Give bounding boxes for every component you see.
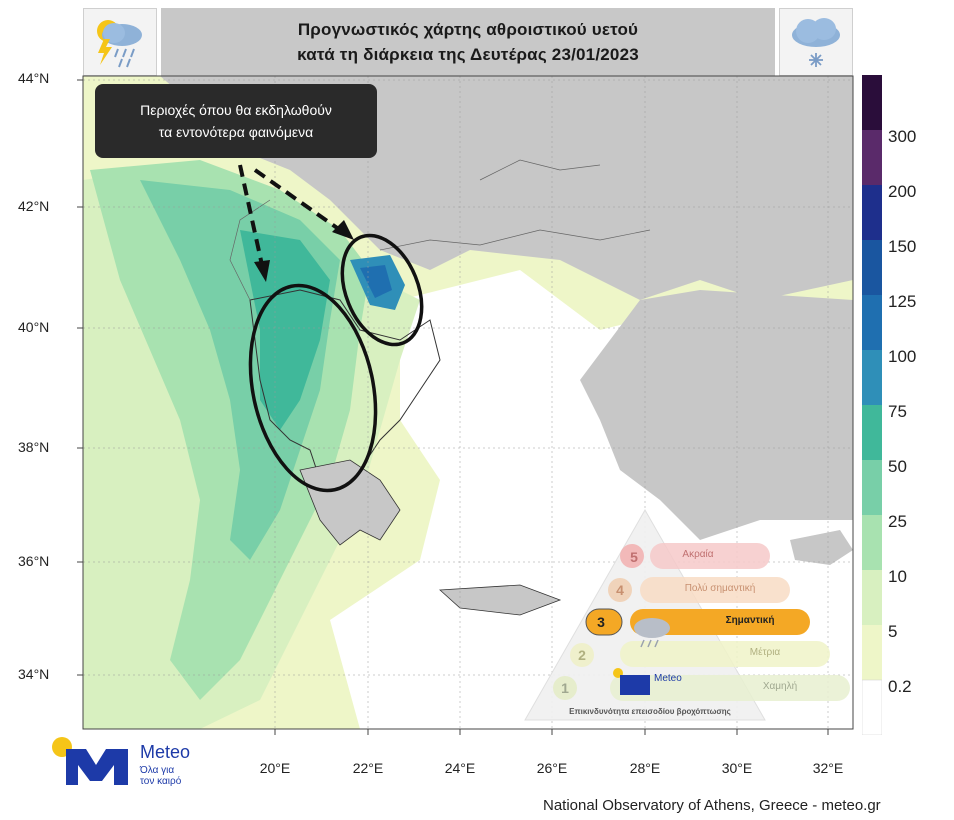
footer-credit: National Observatory of Athens, Greece -… [543,797,881,814]
brand-name: Meteo [140,742,191,762]
risk-level-3-label: Σημαντική [725,615,775,626]
peloponnese-land [299,459,401,546]
risk-level-5-num: 5 [630,549,638,565]
lat-label-40: 40°N [18,319,50,335]
precip-band-75 [240,230,330,430]
brand-tagline: Όλα για τον καιρό [140,765,181,787]
risk-triangle-title: Επικινδυνότητα επεισοδίου βροχόπτωσης [569,707,731,716]
lon-label-26: 26°E [536,760,568,776]
lon-label-22: 22°E [352,760,384,776]
callout-line-2: τα εντονότερα φαινόμενα [158,124,314,140]
lon-label-30: 30°E [721,760,753,776]
triangle-logo-text: Meteo [654,673,682,684]
legend-label-50: 50 [888,457,907,476]
legend-label-75: 75 [888,402,907,421]
risk-level-1-label: Χαμηλή [762,681,798,692]
lon-label-28: 28°E [629,760,661,776]
turkey-land [580,290,853,540]
title-line-2: κατά τη διάρκεια της Δευτέρας 23/01/2023 [297,45,639,64]
greece-border [249,289,441,501]
risk-triangle: Meteo [524,508,850,721]
lat-label-44: 44°N [18,70,50,86]
precip-legend-bar [862,75,882,735]
snow-cloud-icon [779,8,853,76]
risk-level-2-label: Μέτρια [749,647,781,658]
map-header: Προγνωστικός χάρτης αθροιστικού υετού κα… [83,8,853,76]
lat-label-34: 34°N [18,666,50,682]
risk-level-3-num: 3 [597,614,605,630]
risk-level-2-num: 2 [578,647,586,663]
crete-land [439,584,562,616]
brand-tagline-line-2: τον καιρό [140,776,182,787]
legend-label-125: 125 [888,292,917,311]
risk-level-4-label: Πολύ σημαντική [684,583,756,594]
callout-line-1: Περιοχές όπου θα εκδηλωθούν [140,102,332,118]
legend-label-0-2: 0.2 [888,677,912,696]
legend-label-150: 150 [888,237,917,256]
precip-band-125 [360,265,392,298]
legend-label-25: 25 [888,512,907,531]
legend-label-10: 10 [888,567,907,586]
legend-label-5: 5 [888,622,898,641]
country-borders [229,159,651,301]
meteo-logo: Meteo Όλα για τον καιρό [48,735,208,787]
thunderstorm-rain-icon [83,8,157,76]
legend-label-200: 200 [888,182,917,201]
legend-label-300: 300 [888,127,917,146]
legend-label-100: 100 [888,347,917,366]
highlight-ellipse-west [248,283,378,493]
lon-label-24: 24°E [444,760,476,776]
map-title: Προγνωστικός χάρτης αθροιστικού υετού κα… [161,8,775,76]
lat-label-38: 38°N [18,439,50,455]
map-gridlines [83,76,853,729]
risk-level-4-num: 4 [616,582,624,598]
lat-label-36: 36°N [18,553,50,569]
callout-arrows [238,164,354,282]
lon-label-20: 20°E [259,760,291,776]
lat-label-42: 42°N [18,198,50,214]
risk-level-5-label: Ακραία [682,549,714,560]
lon-label-32: 32°E [812,760,844,776]
risk-level-1-num: 1 [561,680,569,696]
highlight-ellipse-north [340,233,424,347]
axis-ticks [77,79,829,735]
title-line-1: Προγνωστικός χάρτης αθροιστικού υετού [297,20,639,39]
brand-tagline-line-1: Όλα για [140,765,175,776]
cyprus-land [790,530,853,565]
map-frame [82,75,854,730]
callout-box: Περιοχές όπου θα εκδηλωθούν τα εντονότερ… [95,84,377,158]
